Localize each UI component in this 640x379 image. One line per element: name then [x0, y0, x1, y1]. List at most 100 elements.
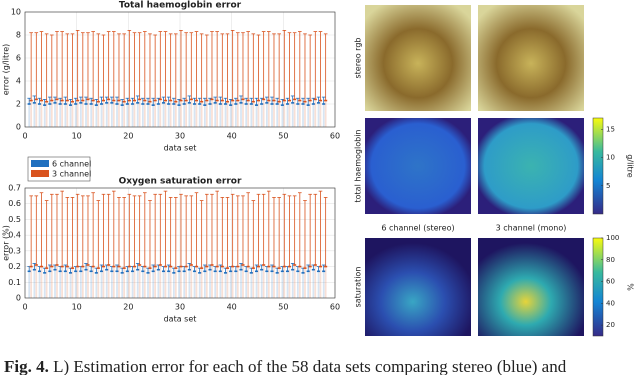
bar: [271, 104, 273, 127]
x-tick-label: 0: [22, 303, 27, 312]
bar: [255, 271, 258, 298]
bar: [169, 100, 172, 127]
y-tick-label: 10: [11, 8, 21, 17]
bar: [74, 271, 77, 298]
bar: [234, 104, 237, 127]
y-tick-label: 0.5: [8, 215, 21, 224]
y-tick-label: 0.4: [8, 231, 21, 240]
bar: [69, 105, 72, 127]
bar: [59, 271, 62, 298]
bar: [33, 269, 36, 298]
legend-label: 6 channel: [52, 160, 91, 169]
x-tick-label: 20: [123, 132, 133, 141]
bar: [317, 271, 320, 298]
legend-swatch: [31, 160, 49, 167]
bar: [203, 105, 206, 127]
bar: [283, 266, 286, 298]
colorbar-label: g/litre: [626, 154, 635, 177]
y-tick-label: 0: [16, 123, 21, 132]
bar: [126, 271, 129, 298]
bar: [69, 272, 72, 298]
bar: [324, 100, 327, 127]
legend-label: 3 channel: [52, 170, 91, 179]
bar: [260, 269, 263, 298]
y-tick-label: 0.3: [8, 246, 21, 255]
bar: [133, 266, 136, 298]
colorbar-tick-label: 100: [606, 234, 619, 242]
bar: [90, 271, 93, 298]
bar: [312, 104, 315, 127]
bar: [214, 102, 217, 127]
bar: [205, 100, 208, 127]
bar: [188, 269, 191, 298]
bar: [183, 104, 186, 127]
bar: [262, 265, 265, 298]
bar: [131, 271, 134, 298]
x-axis-label: data set: [164, 144, 197, 153]
bar: [157, 104, 160, 127]
bar: [257, 100, 260, 127]
bar: [291, 269, 294, 298]
bar: [298, 100, 301, 127]
bar: [43, 272, 46, 298]
bar: [278, 268, 281, 298]
colorbar-tick-label: 80: [606, 256, 615, 264]
image: [365, 5, 471, 111]
bar: [236, 100, 239, 127]
bar: [252, 268, 255, 298]
bar: [193, 271, 196, 298]
bar: [281, 271, 284, 298]
bar: [40, 100, 43, 127]
bar: [209, 269, 211, 298]
bar: [314, 265, 317, 298]
bar: [35, 99, 38, 127]
bar: [105, 102, 108, 127]
bar: [188, 102, 191, 127]
bar: [224, 104, 227, 127]
bar: [260, 104, 263, 127]
bar: [100, 104, 103, 127]
caption: Fig. 4. L) Estimation error for each of …: [4, 357, 567, 375]
bar: [312, 269, 315, 298]
column-label: 3 channel (mono): [496, 224, 567, 233]
bar: [30, 100, 33, 127]
colorbar-tick-label: 5: [606, 182, 610, 190]
bar: [319, 266, 322, 298]
bar: [221, 266, 224, 298]
bar: [159, 265, 162, 298]
image: [365, 238, 471, 336]
bar: [105, 269, 108, 298]
bar: [40, 266, 43, 298]
bar: [61, 266, 64, 298]
bar: [61, 100, 64, 127]
bar: [54, 102, 56, 127]
bar: [85, 104, 87, 127]
y-axis-label: error (%): [2, 225, 11, 261]
bar: [102, 100, 105, 127]
y-tick-label: 0.7: [8, 184, 21, 193]
bar: [240, 102, 242, 127]
bar: [147, 272, 149, 298]
bar: [278, 101, 281, 127]
bar: [85, 269, 87, 298]
y-tick-label: 2: [16, 100, 21, 109]
bar: [110, 271, 113, 298]
y-tick-label: 8: [16, 31, 21, 40]
bar: [195, 100, 198, 127]
bar: [245, 271, 248, 298]
bar: [35, 265, 38, 298]
bar: [107, 99, 110, 127]
row-label: stereo rgb: [354, 37, 363, 78]
bar: [247, 100, 250, 127]
bar: [293, 265, 296, 298]
bar: [154, 266, 157, 298]
bar: [143, 266, 146, 298]
bar: [174, 101, 177, 127]
colorbar-tick-label: 60: [606, 278, 615, 286]
axes-box: [24, 187, 336, 299]
bar: [87, 99, 89, 127]
bar: [200, 268, 203, 298]
bar: [226, 268, 229, 298]
bar: [116, 271, 118, 298]
image: [365, 118, 471, 214]
